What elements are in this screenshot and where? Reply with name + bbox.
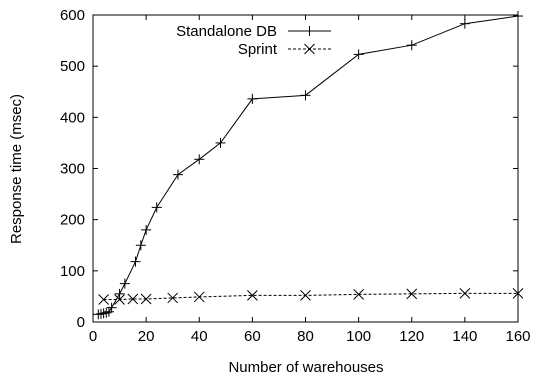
cross-marker-b bbox=[459, 287, 471, 299]
data-point-sprint bbox=[353, 289, 364, 300]
data-point-sprint bbox=[167, 292, 179, 304]
cross-marker-b bbox=[304, 43, 315, 55]
y-tick-label: 300 bbox=[60, 161, 85, 178]
cross-marker-b bbox=[140, 293, 152, 305]
x-tick-label: 0 bbox=[89, 328, 97, 345]
y-axis-title: Response time (msec) bbox=[8, 94, 25, 244]
cross-marker-b bbox=[406, 288, 418, 300]
legend-label-sprint: Sprint bbox=[238, 41, 278, 58]
cross-marker-b bbox=[353, 289, 364, 300]
x-tick-label: 20 bbox=[138, 328, 155, 345]
data-point-standalone-db bbox=[173, 169, 183, 180]
data-point-standalone-db bbox=[247, 93, 258, 104]
data-point-sprint bbox=[114, 294, 125, 305]
cross-marker-b bbox=[247, 290, 258, 301]
legend-marker-sprint bbox=[304, 43, 315, 55]
x-tick-label: 40 bbox=[191, 328, 208, 345]
data-point-standalone-db bbox=[130, 256, 141, 267]
series-line-standalone-db bbox=[98, 15, 519, 315]
data-point-standalone-db bbox=[98, 308, 109, 319]
data-point-sprint bbox=[127, 293, 139, 305]
y-tick-label: 500 bbox=[60, 58, 85, 75]
data-point-sprint bbox=[459, 287, 471, 299]
x-axis-title: Number of warehouses bbox=[228, 359, 383, 376]
x-tick-label: 160 bbox=[505, 328, 530, 345]
data-point-sprint bbox=[193, 291, 205, 303]
data-point-standalone-db bbox=[141, 224, 152, 235]
cross-marker-b bbox=[512, 287, 524, 299]
cross-marker-b bbox=[300, 290, 311, 301]
data-point-sprint bbox=[140, 293, 152, 305]
data-point-standalone-db bbox=[194, 154, 205, 165]
data-point-sprint bbox=[300, 290, 311, 301]
data-point-standalone-db bbox=[103, 306, 114, 317]
cross-marker-b bbox=[193, 291, 205, 303]
y-tick-label: 0 bbox=[77, 314, 85, 331]
legend-label-standalone-db: Standalone DB bbox=[176, 23, 277, 40]
x-tick-label: 60 bbox=[244, 328, 261, 345]
cross-marker-b bbox=[98, 294, 109, 305]
data-point-standalone-db bbox=[93, 309, 104, 320]
data-point-sprint bbox=[512, 287, 524, 299]
data-point-standalone-db bbox=[135, 240, 146, 251]
data-point-standalone-db bbox=[300, 90, 311, 101]
data-point-sprint bbox=[247, 290, 258, 301]
data-point-standalone-db bbox=[119, 278, 130, 289]
data-point-standalone-db bbox=[106, 302, 117, 313]
cross-marker-b bbox=[114, 294, 125, 305]
data-point-standalone-db bbox=[95, 308, 106, 319]
cross-marker-b bbox=[167, 292, 179, 304]
y-tick-label: 100 bbox=[60, 263, 85, 280]
y-tick-label: 200 bbox=[60, 212, 85, 229]
cross-marker-b bbox=[127, 293, 139, 305]
x-tick-label: 80 bbox=[297, 328, 314, 345]
data-point-standalone-db bbox=[151, 202, 162, 213]
data-point-sprint bbox=[98, 294, 109, 305]
legend-marker-standalone-db bbox=[304, 26, 315, 36]
y-tick-label: 600 bbox=[60, 7, 85, 24]
data-point-standalone-db bbox=[114, 288, 125, 299]
x-tick-label: 140 bbox=[452, 328, 477, 345]
data-point-standalone-db bbox=[513, 11, 523, 22]
data-point-standalone-db bbox=[215, 137, 226, 148]
data-point-standalone-db bbox=[459, 18, 470, 29]
plot-frame bbox=[92, 14, 519, 323]
data-point-standalone-db bbox=[101, 307, 112, 318]
series-line-sprint bbox=[103, 292, 518, 300]
data-point-sprint bbox=[406, 288, 418, 300]
y-tick-label: 400 bbox=[60, 109, 85, 126]
data-point-standalone-db bbox=[353, 49, 364, 60]
x-tick-label: 120 bbox=[399, 328, 424, 345]
data-point-standalone-db bbox=[406, 40, 417, 51]
x-tick-label: 100 bbox=[346, 328, 371, 345]
